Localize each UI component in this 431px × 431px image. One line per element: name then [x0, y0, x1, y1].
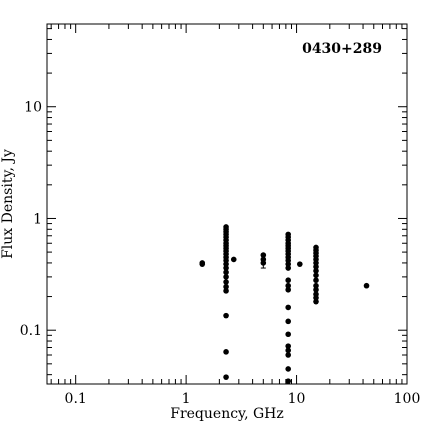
- data-point: [285, 318, 291, 325]
- data-point: [260, 252, 267, 258]
- data-point: [230, 256, 237, 263]
- data-point: [285, 331, 291, 338]
- data-point: [260, 260, 267, 266]
- y-tick-label: 0.1: [20, 323, 42, 339]
- data-point: [285, 366, 291, 372]
- data-point: [223, 265, 229, 271]
- data-point: [199, 261, 206, 267]
- x-tick-label: 10: [288, 391, 306, 407]
- data-point: [313, 298, 319, 305]
- x-axis-label: Frequency, GHz: [170, 406, 284, 422]
- data-point: [285, 277, 291, 284]
- chart-title: 0430+289: [302, 41, 382, 57]
- y-tick-label: 10: [24, 100, 42, 116]
- data-point: [223, 288, 229, 294]
- y-tick-label: 1: [33, 211, 42, 227]
- data-point: [285, 343, 291, 349]
- data-point: [313, 263, 319, 270]
- data-point: [223, 279, 229, 285]
- data-point: [285, 265, 291, 271]
- data-point: [313, 268, 319, 274]
- data-point: [223, 349, 229, 355]
- data-point: [297, 261, 303, 267]
- x-tick-label: 1: [182, 391, 191, 407]
- y-axis-label: Flux Density, Jy: [0, 149, 16, 259]
- data-point: [285, 286, 291, 293]
- data-point: [223, 312, 229, 319]
- data-point: [285, 304, 291, 311]
- data-point: [285, 378, 291, 384]
- x-tick-label: 0.1: [65, 391, 87, 407]
- data-point: [313, 277, 319, 284]
- data-point: [285, 282, 291, 289]
- minor-ticks: [47, 24, 407, 384]
- data-point: [223, 261, 229, 267]
- data-point: [223, 283, 229, 290]
- data-point: [223, 274, 229, 280]
- x-tick-label: 100: [394, 391, 421, 407]
- data-point: [313, 286, 319, 293]
- data-point: [223, 269, 229, 276]
- data-point: [363, 282, 370, 289]
- data-markers: [199, 224, 370, 384]
- data-point: [223, 374, 229, 380]
- data-point: [285, 347, 291, 354]
- data-point: [313, 282, 319, 289]
- data-point: [285, 352, 291, 358]
- major-ticks: [47, 24, 408, 384]
- data-point: [313, 294, 319, 301]
- plot-frame: [46, 23, 408, 385]
- data-point: [285, 261, 291, 267]
- tick-labels: 0.1 1 10 100 0.1 1 10: [20, 100, 421, 407]
- data-point: [313, 272, 319, 279]
